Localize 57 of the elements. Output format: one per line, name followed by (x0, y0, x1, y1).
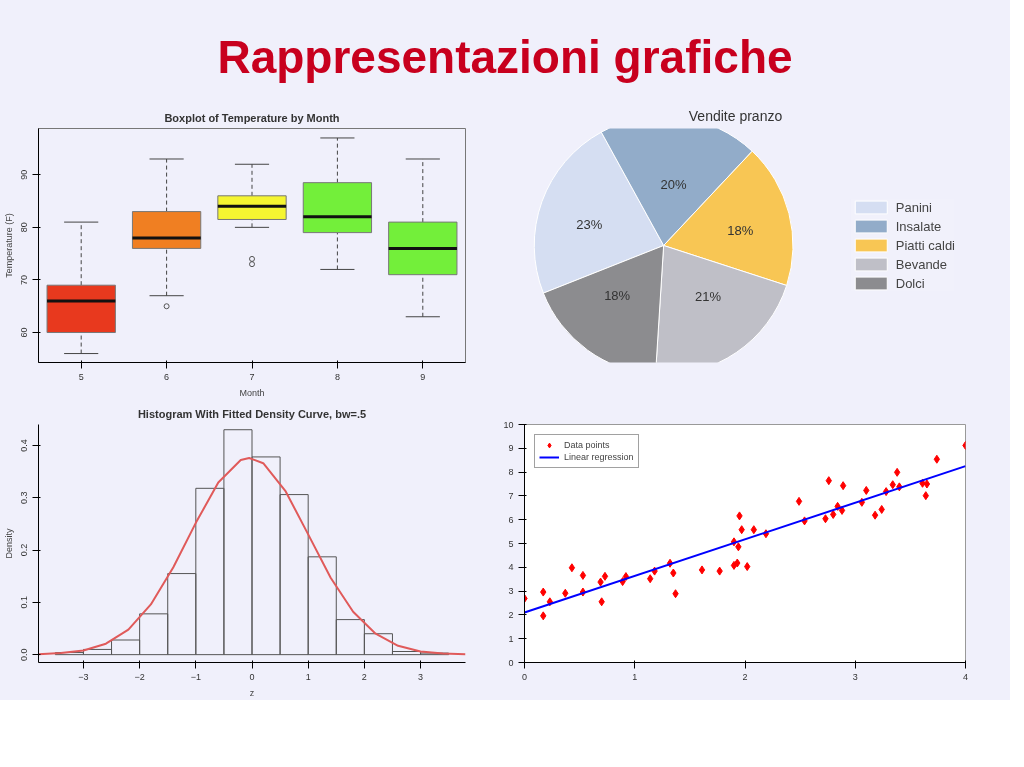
x-tick-label: 5 (78, 371, 84, 382)
x-tick-label: 1 (632, 671, 638, 682)
x-tick-label: 3 (418, 671, 424, 682)
chart-title: Histogram With Fitted Density Curve, bw=.5 (137, 407, 367, 420)
x-axis-title: z (249, 687, 255, 698)
y-axis-title: Temperature (F) (3, 213, 14, 278)
legend-label: Data points (564, 439, 610, 451)
y-tick-label: 9 (508, 443, 514, 454)
y-tick-label: 6 (508, 514, 514, 525)
legend-label: Piatti caldi (895, 237, 955, 253)
x-tick-label: 2 (742, 671, 748, 682)
data-label: 20% (660, 177, 687, 193)
y-tick-label: 2 (508, 609, 514, 620)
x-tick-label: −2 (134, 671, 145, 682)
x-tick-label: −3 (78, 671, 89, 682)
y-tick-label: 80 (19, 222, 30, 233)
x-tick-label: 0 (522, 671, 528, 682)
y-tick-label: 10 (503, 419, 514, 430)
x-tick-label: 0 (249, 671, 255, 682)
y-tick-label: 5 (508, 538, 514, 549)
y-tick-label: 0.0 (19, 648, 30, 661)
y-tick-label: 0.3 (19, 491, 30, 504)
x-tick-label: 6 (164, 371, 170, 382)
data-label: 23% (576, 217, 603, 233)
y-tick-label: 0.4 (19, 439, 30, 452)
data-label: 21% (695, 288, 722, 304)
chart-title: Vendite pranzo (688, 107, 783, 124)
y-axis-title: Density (3, 527, 14, 559)
y-tick-label: 0.1 (19, 596, 30, 609)
x-tick-label: 2 (361, 671, 367, 682)
legend-label: Insalate (895, 218, 942, 234)
legend-label: Panini (895, 199, 932, 215)
x-tick-label: 3 (852, 671, 858, 682)
x-tick-label: 8 (334, 371, 340, 382)
chart-title: Boxplot of Temperature by Month (164, 111, 340, 124)
x-axis-title: Month (239, 387, 265, 398)
y-tick-label: 70 (19, 274, 30, 285)
y-tick-label: 90 (19, 169, 30, 180)
y-tick-label: 4 (508, 562, 514, 573)
data-label: 18% (604, 287, 631, 303)
text: Rappresentazioni grafiche (217, 30, 793, 85)
x-tick-label: 1 (305, 671, 311, 682)
y-tick-label: 1 (508, 633, 514, 644)
y-tick-label: 8 (508, 467, 514, 478)
x-tick-label: 9 (420, 371, 426, 382)
y-tick-label: 0 (508, 657, 514, 668)
y-tick-label: 3 (508, 586, 514, 597)
data-label: 18% (727, 222, 754, 238)
legend-label: Bevande (895, 256, 948, 272)
x-tick-label: −1 (190, 671, 201, 682)
x-tick-label: 4 (963, 671, 969, 682)
legend-label: Linear regression (564, 451, 634, 463)
y-tick-label: 7 (508, 490, 514, 501)
legend-label: Dolci (895, 275, 925, 291)
x-tick-label: 7 (249, 371, 255, 382)
y-tick-label: 60 (19, 327, 30, 338)
y-tick-label: 0.2 (19, 543, 30, 557)
